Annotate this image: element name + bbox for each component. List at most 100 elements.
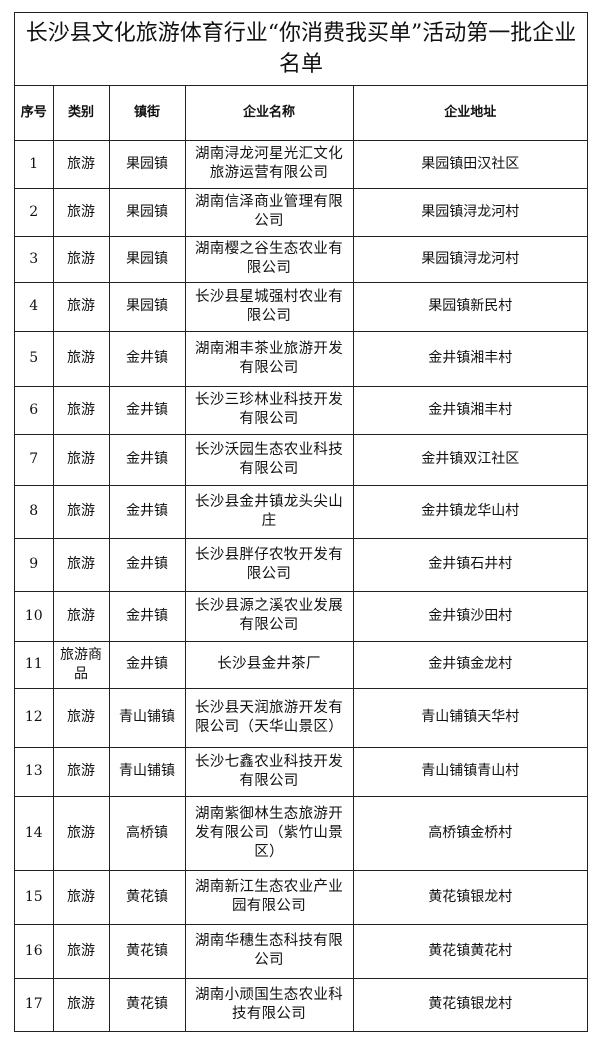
cell-category: 旅游 [52, 537, 110, 592]
cell-name: 长沙七鑫农业科技开发有限公司 [184, 746, 354, 797]
cell-name: 湖南小顽国生态农业科技有限公司 [184, 977, 354, 1031]
cell-address: 黄花镇银龙村 [352, 977, 587, 1031]
cell-category: 旅游 [52, 590, 110, 642]
cell-no: 2 [15, 187, 54, 237]
cell-name: 长沙县胖仔农牧开发有限公司 [184, 537, 354, 592]
cell-no: 7 [15, 433, 54, 486]
cell-no: 9 [15, 537, 54, 592]
cell-name: 长沙三珍林业科技开发有限公司 [184, 385, 354, 435]
cell-address: 黄花镇黄花村 [352, 923, 587, 979]
table-row: 6 旅游 金井镇 长沙三珍林业科技开发有限公司 金井镇湘丰村 [15, 385, 587, 435]
cell-no: 13 [15, 746, 54, 797]
cell-town: 果园镇 [108, 281, 186, 332]
table-row: 7 旅游 金井镇 长沙沃园生态农业科技有限公司 金井镇双江社区 [15, 433, 587, 486]
cell-name: 长沙县星城强村农业有限公司 [184, 281, 354, 332]
cell-name: 湖南信泽商业管理有限公司 [184, 187, 354, 237]
cell-town: 黄花镇 [108, 869, 186, 925]
table-row: 11 旅游商品 金井镇 长沙县金井茶厂 金井镇金龙村 [15, 640, 587, 689]
cell-name: 湖南浔龙河星光汇文化旅游运营有限公司 [184, 139, 354, 189]
cell-category: 旅游 [52, 139, 110, 189]
enterprise-table: 序号 类别 镇街 企业名称 企业地址 1 旅游 果园镇 湖南浔龙河星光汇文化旅游运营有… [15, 86, 587, 1031]
table-row: 8 旅游 金井镇 长沙县金井镇龙头尖山庄 金井镇龙华山村 [15, 484, 587, 539]
cell-address: 高桥镇金桥村 [352, 795, 587, 871]
cell-town: 果园镇 [108, 187, 186, 237]
cell-no: 16 [15, 923, 54, 979]
cell-town: 黄花镇 [108, 977, 186, 1031]
cell-address: 果园镇新民村 [352, 281, 587, 332]
cell-town: 金井镇 [108, 537, 186, 592]
cell-category: 旅游商品 [52, 640, 110, 689]
cell-address: 金井镇双江社区 [352, 433, 587, 486]
table-row: 14 旅游 高桥镇 湖南紫御林生态旅游开发有限公司（紫竹山景区） 高桥镇金桥村 [15, 795, 587, 871]
cell-category: 旅游 [52, 687, 110, 748]
cell-name: 湖南紫御林生态旅游开发有限公司（紫竹山景区） [184, 795, 354, 871]
cell-name: 湖南华穗生态科技有限公司 [184, 923, 354, 979]
table-row: 9 旅游 金井镇 长沙县胖仔农牧开发有限公司 金井镇石井村 [15, 537, 587, 592]
cell-category: 旅游 [52, 433, 110, 486]
cell-category: 旅游 [52, 923, 110, 979]
cell-category: 旅游 [52, 977, 110, 1031]
header-category: 类别 [52, 86, 110, 141]
cell-category: 旅游 [52, 869, 110, 925]
cell-name: 湖南湘丰茶业旅游开发有限公司 [184, 330, 354, 387]
cell-name: 长沙县金井镇龙头尖山庄 [184, 484, 354, 539]
table-row: 13 旅游 青山铺镇 长沙七鑫农业科技开发有限公司 青山铺镇青山村 [15, 746, 587, 797]
cell-town: 金井镇 [108, 433, 186, 486]
table-row: 15 旅游 黄花镇 湖南新江生态农业产业园有限公司 黄花镇银龙村 [15, 869, 587, 925]
cell-no: 5 [15, 330, 54, 387]
cell-category: 旅游 [52, 330, 110, 387]
cell-town: 青山铺镇 [108, 687, 186, 748]
header-name: 企业名称 [184, 86, 354, 141]
cell-category: 旅游 [52, 187, 110, 237]
header-no: 序号 [15, 86, 54, 141]
document-title: 长沙县文化旅游体育行业“你消费我买单”活动第一批企业名单 [15, 13, 587, 86]
table-row: 10 旅游 金井镇 长沙县源之溪农业发展有限公司 金井镇沙田村 [15, 590, 587, 642]
cell-address: 黄花镇银龙村 [352, 869, 587, 925]
table-row: 12 旅游 青山铺镇 长沙县天润旅游开发有限公司（天华山景区） 青山铺镇天华村 [15, 687, 587, 748]
cell-address: 金井镇龙华山村 [352, 484, 587, 539]
cell-town: 金井镇 [108, 385, 186, 435]
header-town: 镇街 [108, 86, 186, 141]
table-row: 16 旅游 黄花镇 湖南华穗生态科技有限公司 黄花镇黄花村 [15, 923, 587, 979]
cell-address: 金井镇金龙村 [352, 640, 587, 689]
cell-name: 长沙沃园生态农业科技有限公司 [184, 433, 354, 486]
table-row: 3 旅游 果园镇 湖南樱之谷生态农业有限公司 果园镇浔龙河村 [15, 235, 587, 283]
cell-town: 金井镇 [108, 590, 186, 642]
cell-address: 金井镇沙田村 [352, 590, 587, 642]
cell-category: 旅游 [52, 235, 110, 283]
cell-name: 湖南樱之谷生态农业有限公司 [184, 235, 354, 283]
table-header-row: 序号 类别 镇街 企业名称 企业地址 [15, 86, 587, 141]
cell-address: 金井镇湘丰村 [352, 385, 587, 435]
cell-category: 旅游 [52, 795, 110, 871]
cell-no: 12 [15, 687, 54, 748]
cell-category: 旅游 [52, 281, 110, 332]
cell-town: 果园镇 [108, 139, 186, 189]
cell-town: 青山铺镇 [108, 746, 186, 797]
cell-no: 14 [15, 795, 54, 871]
header-address: 企业地址 [352, 86, 587, 141]
cell-no: 1 [15, 139, 54, 189]
cell-no: 17 [15, 977, 54, 1031]
cell-no: 10 [15, 590, 54, 642]
cell-name: 湖南新江生态农业产业园有限公司 [184, 869, 354, 925]
cell-town: 高桥镇 [108, 795, 186, 871]
cell-name: 长沙县天润旅游开发有限公司（天华山景区） [184, 687, 354, 748]
cell-name: 长沙县金井茶厂 [184, 640, 354, 689]
cell-town: 果园镇 [108, 235, 186, 283]
cell-no: 15 [15, 869, 54, 925]
cell-no: 4 [15, 281, 54, 332]
cell-town: 金井镇 [108, 330, 186, 387]
cell-town: 金井镇 [108, 640, 186, 689]
cell-name: 长沙县源之溪农业发展有限公司 [184, 590, 354, 642]
table-row: 1 旅游 果园镇 湖南浔龙河星光汇文化旅游运营有限公司 果园镇田汉社区 [15, 139, 587, 189]
cell-address: 金井镇湘丰村 [352, 330, 587, 387]
cell-address: 青山铺镇天华村 [352, 687, 587, 748]
cell-town: 金井镇 [108, 484, 186, 539]
cell-address: 果园镇田汉社区 [352, 139, 587, 189]
cell-town: 黄花镇 [108, 923, 186, 979]
cell-no: 3 [15, 235, 54, 283]
cell-address: 果园镇浔龙河村 [352, 235, 587, 283]
cell-no: 6 [15, 385, 54, 435]
document-table: 长沙县文化旅游体育行业“你消费我买单”活动第一批企业名单 序号 类别 镇街 企业… [14, 12, 588, 1032]
cell-address: 青山铺镇青山村 [352, 746, 587, 797]
